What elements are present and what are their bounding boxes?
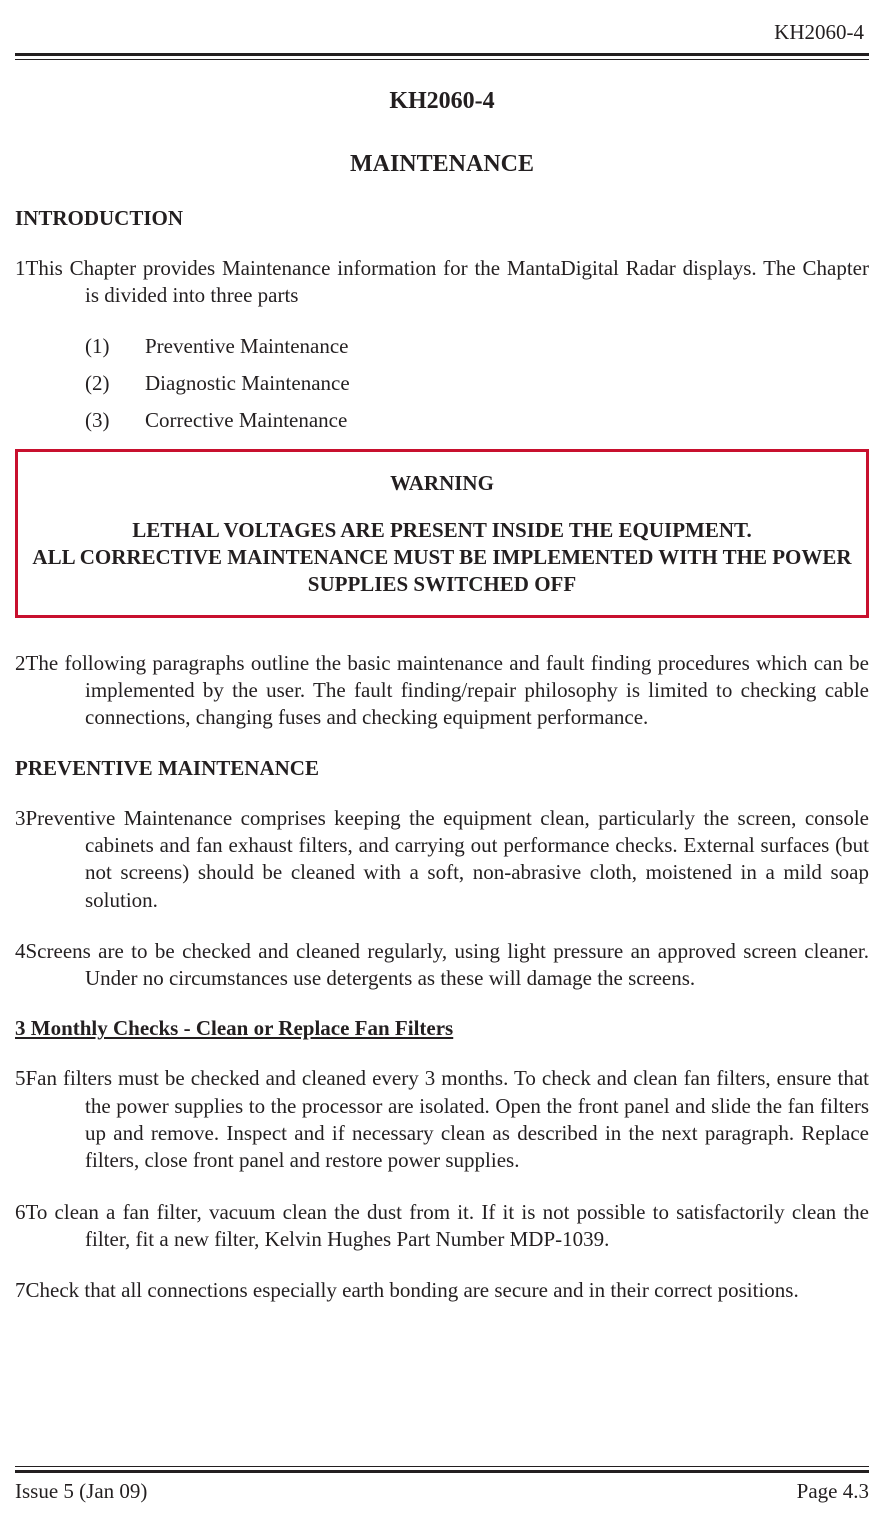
warning-line-1: LETHAL VOLTAGES ARE PRESENT INSIDE THE E…: [32, 517, 852, 544]
page-footer: Issue 5 (Jan 09) Page 4.3: [15, 1466, 869, 1504]
para-6-text: To clean a fan filter, vacuum clean the …: [26, 1200, 870, 1251]
section-introduction: INTRODUCTION: [15, 206, 869, 231]
list-item-2: (2)Diagnostic Maintenance: [85, 371, 869, 396]
doc-subtitle: MAINTENANCE: [15, 151, 869, 178]
header-doc-id: KH2060-4: [15, 20, 869, 45]
doc-title: KH2060-4: [15, 88, 869, 115]
para-6: 6To clean a fan filter, vacuum clean the…: [15, 1199, 869, 1254]
list-text-1: Preventive Maintenance: [145, 334, 349, 358]
para-4-text: Screens are to be checked and cleaned re…: [26, 939, 870, 990]
footer-page: Page 4.3: [797, 1479, 869, 1504]
intro-sublist: (1)Preventive Maintenance (2)Diagnostic …: [15, 334, 869, 433]
para-5: 5Fan filters must be checked and cleaned…: [15, 1065, 869, 1174]
para-num-4: 4: [15, 939, 26, 963]
para-num-2: 2: [15, 651, 26, 675]
para-7: 7Check that all connections especially e…: [15, 1277, 869, 1304]
para-num-7: 7: [15, 1278, 26, 1302]
list-item-1: (1)Preventive Maintenance: [85, 334, 869, 359]
warning-line-2: ALL CORRECTIVE MAINTENANCE MUST BE IMPLE…: [32, 544, 852, 599]
para-5-text: Fan filters must be checked and cleaned …: [26, 1066, 870, 1172]
warning-box: WARNING LETHAL VOLTAGES ARE PRESENT INSI…: [15, 449, 869, 618]
warning-body: LETHAL VOLTAGES ARE PRESENT INSIDE THE E…: [32, 517, 852, 599]
list-num-1: (1): [85, 334, 145, 359]
para-3: 3Preventive Maintenance comprises keepin…: [15, 805, 869, 914]
list-item-3: (3)Corrective Maintenance: [85, 408, 869, 433]
para-3-text: Preventive Maintenance comprises keeping…: [26, 806, 870, 912]
list-text-3: Corrective Maintenance: [145, 408, 347, 432]
subsection-3monthly: 3 Monthly Checks - Clean or Replace Fan …: [15, 1016, 869, 1041]
list-num-3: (3): [85, 408, 145, 433]
para-7-text: Check that all connections especially ea…: [26, 1278, 799, 1302]
top-rule: [15, 53, 869, 60]
para-2: 2The following paragraphs outline the ba…: [15, 650, 869, 732]
para-num-1: 1: [15, 256, 26, 280]
list-text-2: Diagnostic Maintenance: [145, 371, 350, 395]
para-4: 4Screens are to be checked and cleaned r…: [15, 938, 869, 993]
para-num-3: 3: [15, 806, 26, 830]
section-preventive: PREVENTIVE MAINTENANCE: [15, 756, 869, 781]
warning-title: WARNING: [32, 470, 852, 497]
para-1: 1This Chapter provides Maintenance infor…: [15, 255, 869, 310]
footer-issue: Issue 5 (Jan 09): [15, 1479, 147, 1504]
para-num-5: 5: [15, 1066, 26, 1090]
para-1-text: This Chapter provides Maintenance inform…: [26, 256, 870, 307]
list-num-2: (2): [85, 371, 145, 396]
para-2-text: The following paragraphs outline the bas…: [26, 651, 870, 730]
para-num-6: 6: [15, 1200, 26, 1224]
bottom-rule: [15, 1466, 869, 1473]
